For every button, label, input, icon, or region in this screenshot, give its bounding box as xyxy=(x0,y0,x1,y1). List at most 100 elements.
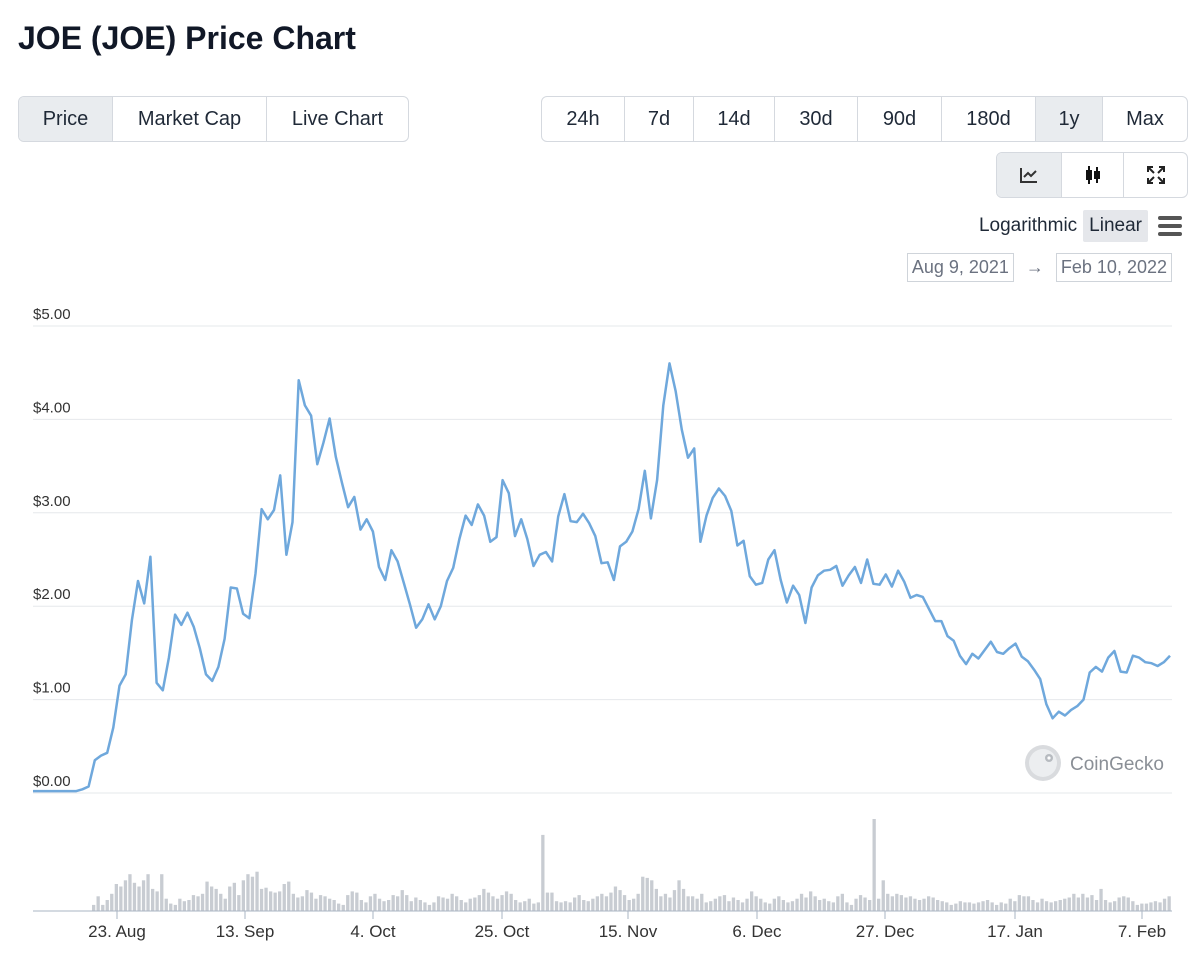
linear-scale-button[interactable]: Linear xyxy=(1083,210,1148,242)
volume-bar xyxy=(214,888,218,911)
volume-bar xyxy=(827,901,831,911)
volume-bar xyxy=(795,898,799,911)
volume-bar xyxy=(514,900,518,911)
volume-bar xyxy=(809,891,813,911)
y-tick-label: $3.00 xyxy=(33,493,71,510)
volume-bar xyxy=(981,901,985,911)
volume-bar xyxy=(940,901,944,911)
volume-bar xyxy=(577,895,581,911)
volume-bar xyxy=(314,898,318,911)
volume-bar xyxy=(191,895,196,911)
volume-bar xyxy=(772,898,776,911)
volume-bar xyxy=(1044,901,1049,911)
line-chart-button[interactable] xyxy=(997,153,1062,197)
volume-bar xyxy=(96,896,100,911)
volume-bar xyxy=(296,897,300,911)
volume-bar xyxy=(160,874,164,911)
volume-bar xyxy=(1076,897,1080,911)
y-tick-label: $2.00 xyxy=(33,586,71,603)
range-button-180d[interactable]: 180d xyxy=(942,97,1036,141)
volume-bar xyxy=(1122,896,1126,911)
end-date-input[interactable]: Feb 10, 2022 xyxy=(1055,253,1172,282)
tab-price[interactable]: Price xyxy=(19,97,113,141)
volume-bar xyxy=(346,895,350,911)
volume-bar xyxy=(954,903,958,911)
volume-bar xyxy=(318,895,323,911)
volume-bar xyxy=(641,876,645,911)
volume-bar xyxy=(595,896,599,911)
volume-bar xyxy=(563,901,568,911)
time-range-selector: 24h 7d 14d 30d 90d 180d 1y Max xyxy=(541,96,1188,142)
volume-bar xyxy=(101,904,105,911)
range-button-14d[interactable]: 14d xyxy=(694,97,775,141)
volume-bar xyxy=(264,887,268,911)
volume-bar xyxy=(927,896,931,911)
volume-bar xyxy=(995,904,999,911)
volume-bar xyxy=(151,888,155,911)
volume-bar xyxy=(278,891,282,911)
volume-bar xyxy=(695,898,699,911)
hamburger-menu-icon[interactable] xyxy=(1158,216,1182,236)
volume-bar xyxy=(1135,904,1139,911)
volume-bar xyxy=(550,892,554,911)
volume-bar xyxy=(600,893,604,911)
volume-bar xyxy=(119,886,123,911)
volume-bar xyxy=(300,896,304,911)
range-button-90d[interactable]: 90d xyxy=(858,97,942,141)
volume-bar xyxy=(396,896,400,911)
volume-bar xyxy=(355,892,359,911)
candlestick-button[interactable] xyxy=(1062,153,1124,197)
price-line xyxy=(33,362,1171,793)
volume-bar xyxy=(872,819,876,911)
volume-bar xyxy=(659,896,663,911)
volume-bar xyxy=(291,893,295,911)
volume-bar xyxy=(382,901,386,911)
volume-bar xyxy=(931,897,935,911)
volume-bar xyxy=(196,896,200,911)
volume-bar xyxy=(359,900,363,911)
volume-bar xyxy=(713,898,717,911)
expand-button[interactable] xyxy=(1124,153,1187,197)
volume-bar xyxy=(1167,896,1171,911)
logarithmic-scale-button[interactable]: Logarithmic xyxy=(978,215,1078,236)
volume-bar xyxy=(691,896,695,911)
volume-bar xyxy=(845,902,849,911)
chart-style-toolbar xyxy=(996,152,1188,198)
range-button-1y[interactable]: 1y xyxy=(1036,97,1103,141)
volume-bar xyxy=(1022,896,1026,911)
volume-bar xyxy=(759,898,763,911)
volume-bar xyxy=(391,895,395,911)
x-tick-label: 6. Dec xyxy=(732,922,782,941)
volume-bar xyxy=(877,898,881,911)
tab-live-chart[interactable]: Live Chart xyxy=(291,107,384,130)
range-button-max[interactable]: Max xyxy=(1126,107,1164,130)
volume-bar xyxy=(559,902,563,911)
range-button-24h[interactable]: 24h xyxy=(542,97,625,141)
volume-bar xyxy=(963,902,967,911)
volume-bar xyxy=(618,890,622,911)
volume-bar xyxy=(750,891,754,911)
volume-bar xyxy=(976,902,981,911)
volume-bar xyxy=(1013,901,1017,911)
start-date-input[interactable]: Aug 9, 2021 xyxy=(906,253,1014,282)
volume-bar xyxy=(863,897,867,911)
volume-bar xyxy=(582,900,586,911)
volume-bar xyxy=(141,880,146,911)
volume-bar xyxy=(332,900,336,911)
volume-bar xyxy=(110,893,114,911)
tab-market-cap[interactable]: Market Cap xyxy=(113,97,267,141)
volume-bar xyxy=(387,900,391,911)
volume-bar xyxy=(813,896,817,911)
volume-bar xyxy=(781,900,785,911)
volume-bar xyxy=(604,896,609,911)
volume-bar xyxy=(718,896,722,911)
volume-bar xyxy=(509,893,513,911)
volume-bar xyxy=(1026,896,1031,911)
x-tick-label: 13. Sep xyxy=(216,922,275,941)
volume-bar xyxy=(945,902,949,911)
y-tick-label: $0.00 xyxy=(33,773,71,790)
range-button-30d[interactable]: 30d xyxy=(775,97,858,141)
volume-bar xyxy=(858,895,863,911)
range-button-7d[interactable]: 7d xyxy=(625,97,694,141)
volume-bar xyxy=(405,895,409,911)
